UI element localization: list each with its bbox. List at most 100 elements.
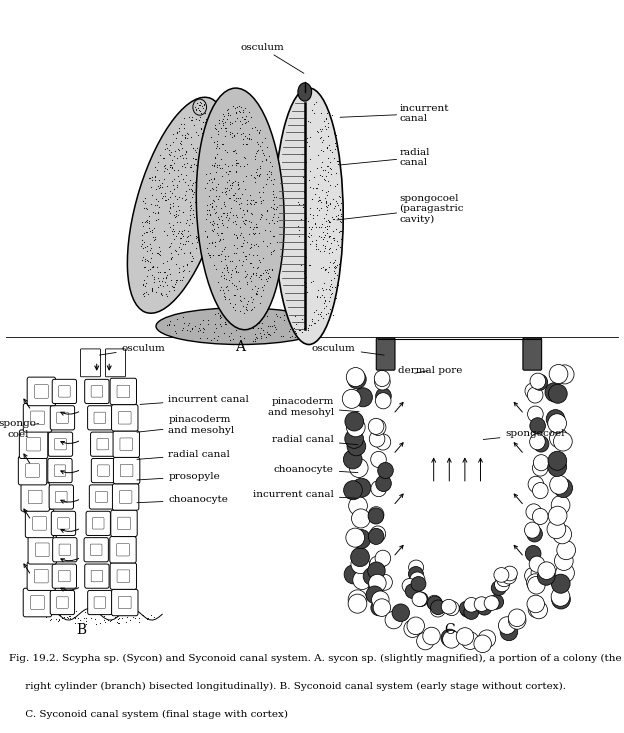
Point [238,231,248,243]
Point [171,276,181,287]
Point [203,318,213,330]
Point [224,294,234,306]
Point [188,204,198,216]
Point [269,319,279,331]
Point [140,242,150,254]
Point [239,217,249,229]
Point [179,158,189,170]
Ellipse shape [376,388,391,404]
Point [256,273,266,285]
Point [261,178,271,190]
Point [263,273,273,284]
Point [158,226,168,237]
Point [233,315,243,327]
Point [223,108,233,119]
Point [168,281,178,292]
Point [164,240,174,252]
Point [147,286,157,298]
Point [167,280,177,292]
Point [151,214,161,226]
Point [208,115,218,127]
Ellipse shape [363,567,381,585]
Point [181,235,191,247]
Point [86,612,96,624]
Point [235,290,245,301]
Point [225,179,235,191]
Point [147,224,157,236]
Point [336,197,346,209]
Point [300,202,310,214]
Point [333,239,343,251]
Point [310,217,319,229]
Point [313,309,323,320]
Point [154,201,164,213]
Point [112,616,122,628]
Point [301,281,311,292]
FancyBboxPatch shape [91,459,115,483]
Point [137,279,147,290]
Ellipse shape [371,419,386,435]
Point [203,314,213,326]
Point [202,184,212,196]
Point [256,269,266,281]
Point [88,608,98,620]
Ellipse shape [550,429,568,448]
Point [196,180,206,192]
FancyBboxPatch shape [27,438,41,451]
Point [175,216,185,228]
Ellipse shape [530,373,545,389]
Point [238,105,248,117]
Point [300,225,310,237]
Point [177,142,187,154]
Point [206,174,216,185]
Point [261,273,271,285]
Ellipse shape [494,577,509,592]
Point [178,265,188,276]
Point [165,159,175,171]
Point [100,616,110,628]
Point [321,262,331,274]
Point [202,332,212,344]
Point [82,618,92,630]
Point [319,265,329,276]
Point [323,247,333,259]
Point [246,291,256,303]
Point [208,225,218,237]
Point [214,142,224,154]
FancyBboxPatch shape [31,596,44,609]
Point [235,192,245,204]
Point [315,245,325,257]
Ellipse shape [351,555,369,574]
Point [235,122,245,133]
Point [323,204,333,216]
Point [184,317,194,329]
Ellipse shape [374,374,390,390]
Point [301,156,311,168]
FancyBboxPatch shape [117,386,130,397]
Point [214,248,224,260]
Point [241,270,251,281]
Ellipse shape [127,97,228,313]
Point [187,202,197,213]
Point [250,331,260,342]
Point [182,132,192,144]
Point [209,203,219,215]
Point [188,143,198,155]
Ellipse shape [349,458,368,477]
Point [218,108,228,119]
Point [324,231,334,243]
Point [149,273,159,285]
Point [177,273,187,285]
Point [213,307,223,319]
Ellipse shape [368,508,384,524]
FancyBboxPatch shape [49,485,74,509]
Point [137,216,147,228]
Point [239,151,249,163]
Point [263,328,273,339]
Point [160,188,170,199]
Ellipse shape [372,592,388,608]
Ellipse shape [375,550,391,567]
Point [228,129,238,141]
Point [219,243,229,255]
Point [232,101,241,113]
